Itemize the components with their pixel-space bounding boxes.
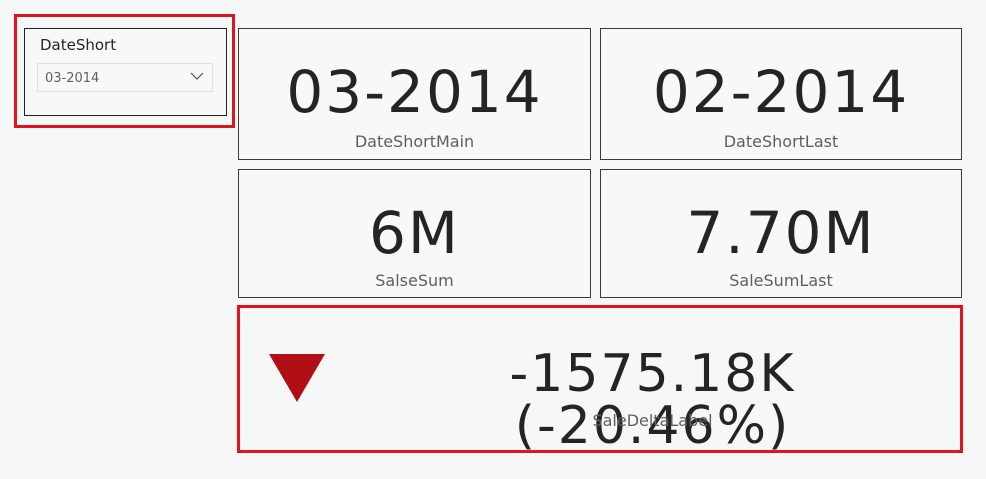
card-date-short-main: 03-2014 DateShortMain (238, 28, 591, 160)
card-label: DateShortMain (354, 132, 475, 151)
slicer-title: DateShort (40, 36, 117, 54)
delta-card-highlight-frame (237, 305, 963, 453)
card-date-short-last: 02-2014 DateShortLast (600, 28, 962, 160)
card-value: 03-2014 (286, 58, 543, 126)
card-salse-sum: 6M SalseSum (238, 169, 591, 298)
card-value: 6M (369, 199, 460, 267)
card-value: 02-2014 (652, 58, 910, 126)
card-label: SaleDeltaLabel (592, 411, 713, 430)
card-label: SalseSum (375, 271, 454, 290)
card-value: 7.70M (686, 199, 876, 267)
date-short-slicer[interactable]: DateShort 03-2014 (24, 28, 227, 116)
slicer-highlight-frame (14, 14, 235, 128)
card-sale-delta: -1575.18K (-20.46%) SaleDeltaLabel (240, 308, 960, 456)
chevron-down-icon (190, 72, 204, 80)
triangle-down-icon (269, 354, 325, 402)
card-label: DateShortLast (723, 132, 839, 151)
card-sale-sum-last: 7.70M SaleSumLast (600, 169, 962, 298)
dropdown-selected-value: 03-2014 (45, 71, 100, 86)
card-value: -1575.18K (-20.46%) (509, 344, 796, 456)
card-label: SaleSumLast (729, 271, 833, 290)
date-short-dropdown[interactable]: 03-2014 (37, 63, 213, 92)
